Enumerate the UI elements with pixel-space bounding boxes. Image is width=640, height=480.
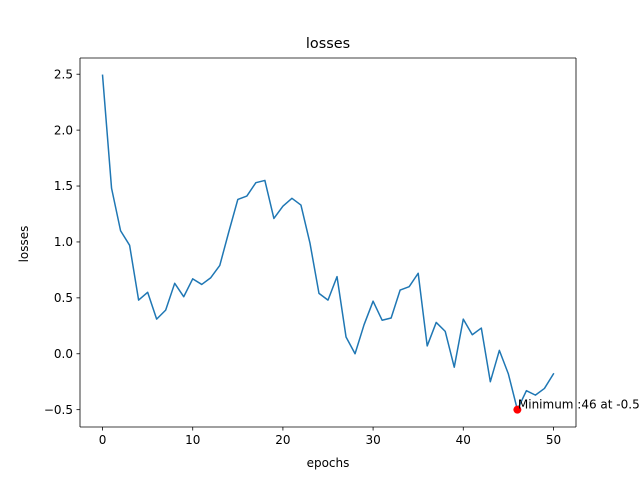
minimum-annotation: Minimum :46 at -0.5 [518,398,640,412]
y-tick-label: 1.5 [54,179,73,193]
y-tick-label: 0.0 [54,347,73,361]
x-tick-label: 50 [546,433,561,447]
x-tick-label: 20 [275,433,290,447]
minimum-marker [513,405,522,414]
x-tick-label: 40 [456,433,471,447]
series-line-0 [101,74,555,411]
y-tick-label: −0.5 [44,403,73,417]
x-tick-label: 10 [185,433,200,447]
y-tick-label: 1.0 [54,235,73,249]
y-tick-label: 0.5 [54,291,73,305]
chart-title: losses [306,36,350,52]
y-tick-label: 2.5 [54,67,73,81]
x-tick-label: 0 [99,433,107,447]
y-axis-label: losses [17,226,31,263]
x-tick-label: 30 [365,433,380,447]
x-axis-label: epochs [307,456,350,470]
y-tick-label: 2.0 [54,123,73,137]
